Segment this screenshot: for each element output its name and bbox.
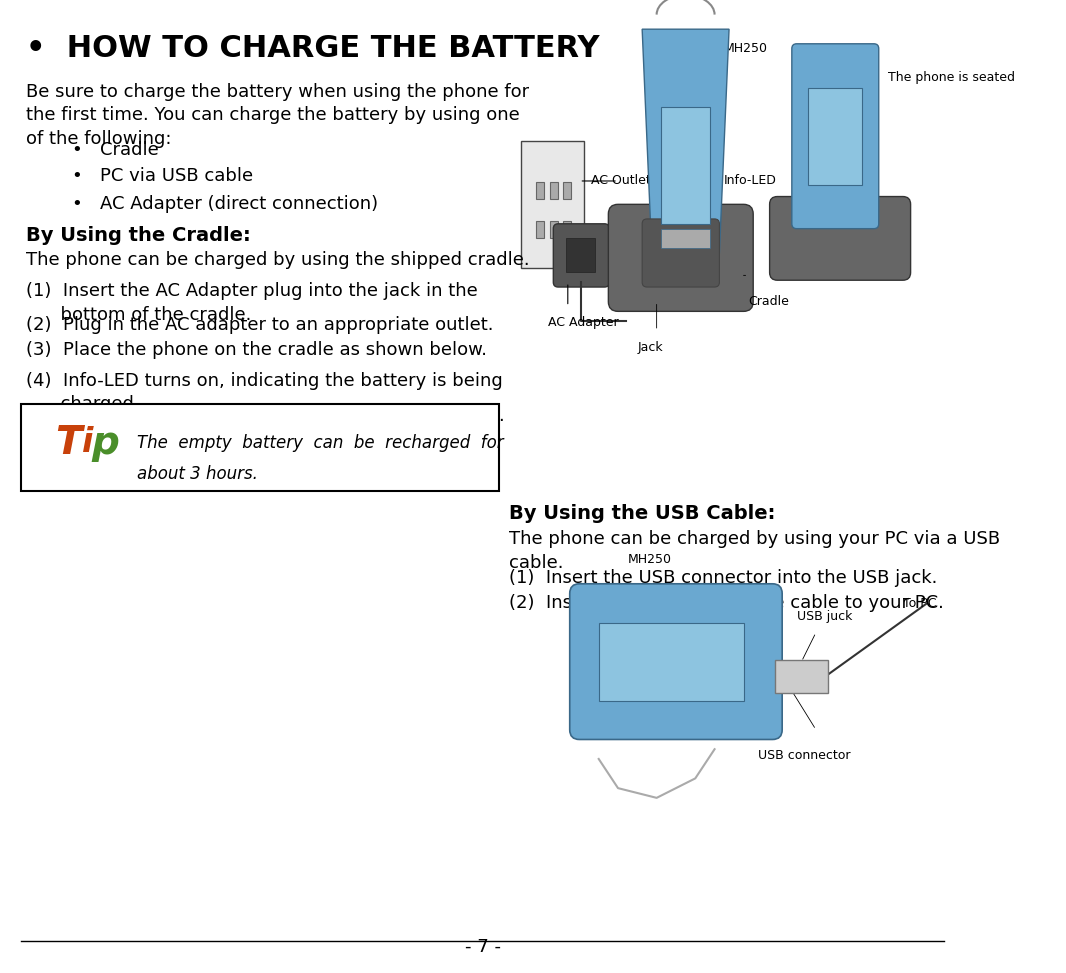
Bar <box>662 229 710 248</box>
Bar <box>536 221 544 238</box>
Text: •   Cradle: • Cradle <box>72 141 159 159</box>
Bar <box>563 182 570 199</box>
FancyBboxPatch shape <box>642 219 720 287</box>
Text: MH250: MH250 <box>724 42 769 55</box>
Bar <box>550 182 559 199</box>
Bar <box>536 182 544 199</box>
Text: By Using the USB Cable:: By Using the USB Cable: <box>508 504 775 523</box>
Text: •   AC Adapter (direct connection): • AC Adapter (direct connection) <box>72 195 378 212</box>
Text: (4)  Info-LED turns on, indicating the battery is being
      charged.: (4) Info-LED turns on, indicating the ba… <box>26 372 503 414</box>
Bar <box>566 238 595 272</box>
Text: (5)  Info-LED turns off when the battery is recharged.: (5) Info-LED turns off when the battery … <box>26 407 505 424</box>
Text: AC Outlet: AC Outlet <box>592 174 651 188</box>
Text: Jack: Jack <box>637 341 663 353</box>
FancyBboxPatch shape <box>775 660 827 693</box>
Text: •   PC via USB cable: • PC via USB cable <box>72 167 254 185</box>
Text: AC Adapter: AC Adapter <box>549 316 619 329</box>
Polygon shape <box>642 29 729 253</box>
Text: about 3 hours.: about 3 hours. <box>138 465 258 483</box>
Text: p: p <box>92 423 119 462</box>
Text: The phone can be charged by using the shipped cradle.: The phone can be charged by using the sh… <box>26 251 530 269</box>
Text: MH250: MH250 <box>628 553 672 566</box>
FancyBboxPatch shape <box>569 584 782 739</box>
Text: To PC: To PC <box>903 596 937 610</box>
Text: The  empty  battery  can  be  recharged  for: The empty battery can be recharged for <box>138 434 504 452</box>
FancyBboxPatch shape <box>609 204 754 311</box>
Text: The phone can be charged by using your PC via a USB
cable.: The phone can be charged by using your P… <box>508 530 1000 572</box>
Text: T: T <box>55 423 81 462</box>
FancyBboxPatch shape <box>21 404 499 491</box>
Text: (2)  Plug in the AC adapter to an appropriate outlet.: (2) Plug in the AC adapter to an appropr… <box>26 316 494 334</box>
Bar <box>808 88 862 185</box>
Bar <box>662 107 710 224</box>
FancyBboxPatch shape <box>792 44 878 229</box>
Bar <box>550 221 559 238</box>
Bar <box>599 623 744 701</box>
Text: •  HOW TO CHARGE THE BATTERY: • HOW TO CHARGE THE BATTERY <box>26 34 599 63</box>
Text: (1)  Insert the AC Adapter plug into the jack in the
      bottom of the cradle.: (1) Insert the AC Adapter plug into the … <box>26 282 478 324</box>
Text: The phone is seated: The phone is seated <box>888 71 1016 85</box>
Text: Info-LED: Info-LED <box>724 173 777 187</box>
Text: - 7 -: - 7 - <box>465 939 501 956</box>
Text: USB juck: USB juck <box>796 610 852 623</box>
Text: By Using the Cradle:: By Using the Cradle: <box>26 226 251 245</box>
FancyBboxPatch shape <box>521 141 584 268</box>
Text: Be sure to charge the battery when using the phone for
the first time. You can c: Be sure to charge the battery when using… <box>26 83 529 148</box>
FancyBboxPatch shape <box>770 197 910 280</box>
Text: Cradle: Cradle <box>748 295 789 308</box>
Bar <box>563 221 570 238</box>
Text: (1)  Insert the USB connector into the USB jack.: (1) Insert the USB connector into the US… <box>508 569 937 587</box>
Text: (2)  Insert the other end of the cable to your PC.: (2) Insert the other end of the cable to… <box>508 594 943 611</box>
Text: USB connector: USB connector <box>758 749 851 762</box>
Text: (3)  Place the phone on the cradle as shown below.: (3) Place the phone on the cradle as sho… <box>26 341 487 358</box>
FancyBboxPatch shape <box>553 224 610 287</box>
Text: i: i <box>82 426 94 459</box>
